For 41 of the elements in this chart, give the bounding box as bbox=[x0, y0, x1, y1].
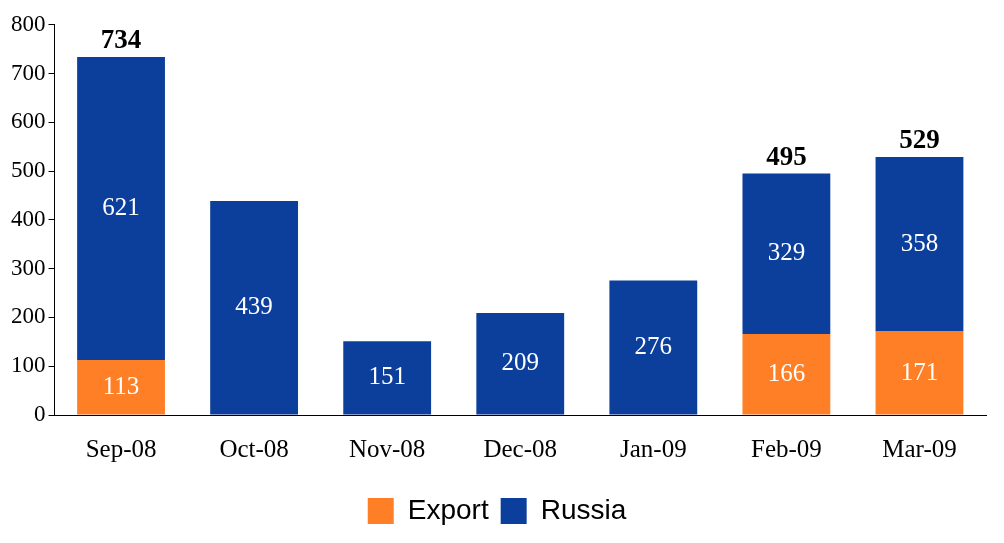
x-tick-label: Nov-08 bbox=[348, 434, 426, 462]
bar bbox=[609, 280, 698, 415]
y-tick-label: 200 bbox=[11, 303, 46, 329]
bar bbox=[875, 331, 964, 415]
legend-label: Russia bbox=[540, 493, 627, 525]
legend-label: Export bbox=[407, 493, 489, 525]
bar bbox=[875, 156, 964, 332]
y-tick-label: 100 bbox=[11, 352, 46, 378]
y-tick-label: 0 bbox=[34, 401, 46, 427]
data-label: 621 bbox=[102, 193, 140, 220]
y-tick-label: 500 bbox=[11, 157, 46, 183]
x-tick-label: Sep-08 bbox=[85, 434, 157, 462]
y-tick-label: 800 bbox=[11, 10, 46, 36]
data-label: 151 bbox=[368, 362, 406, 390]
bar bbox=[742, 334, 831, 415]
x-tick-label: Jan-09 bbox=[619, 434, 687, 462]
x-tick-label: Mar-09 bbox=[882, 434, 957, 462]
y-tick-label: 400 bbox=[11, 205, 46, 231]
data-label: 171 bbox=[900, 357, 939, 385]
bar bbox=[210, 200, 299, 415]
x-tick-label: Dec-08 bbox=[483, 434, 558, 462]
x-tick-label: Feb-09 bbox=[750, 434, 822, 462]
bar bbox=[343, 341, 432, 415]
y-tick-label: 300 bbox=[11, 254, 46, 280]
data-label: 439 bbox=[235, 292, 273, 320]
bar bbox=[77, 359, 165, 415]
data-label: 209 bbox=[501, 348, 539, 376]
y-tick-label: 600 bbox=[11, 108, 46, 134]
bar bbox=[77, 56, 165, 360]
data-label: 113 bbox=[102, 371, 140, 399]
total-label: 734 bbox=[100, 24, 142, 55]
bar bbox=[742, 173, 831, 335]
data-label: 358 bbox=[900, 228, 939, 256]
total-label: 529 bbox=[899, 124, 940, 155]
y-tick-label: 700 bbox=[11, 59, 46, 85]
x-tick-label: Oct-08 bbox=[219, 434, 289, 462]
bar bbox=[476, 313, 565, 415]
data-label: 329 bbox=[767, 238, 806, 266]
data-label: 166 bbox=[767, 358, 806, 386]
data-label: 276 bbox=[634, 332, 673, 359]
total-label: 495 bbox=[766, 141, 807, 172]
